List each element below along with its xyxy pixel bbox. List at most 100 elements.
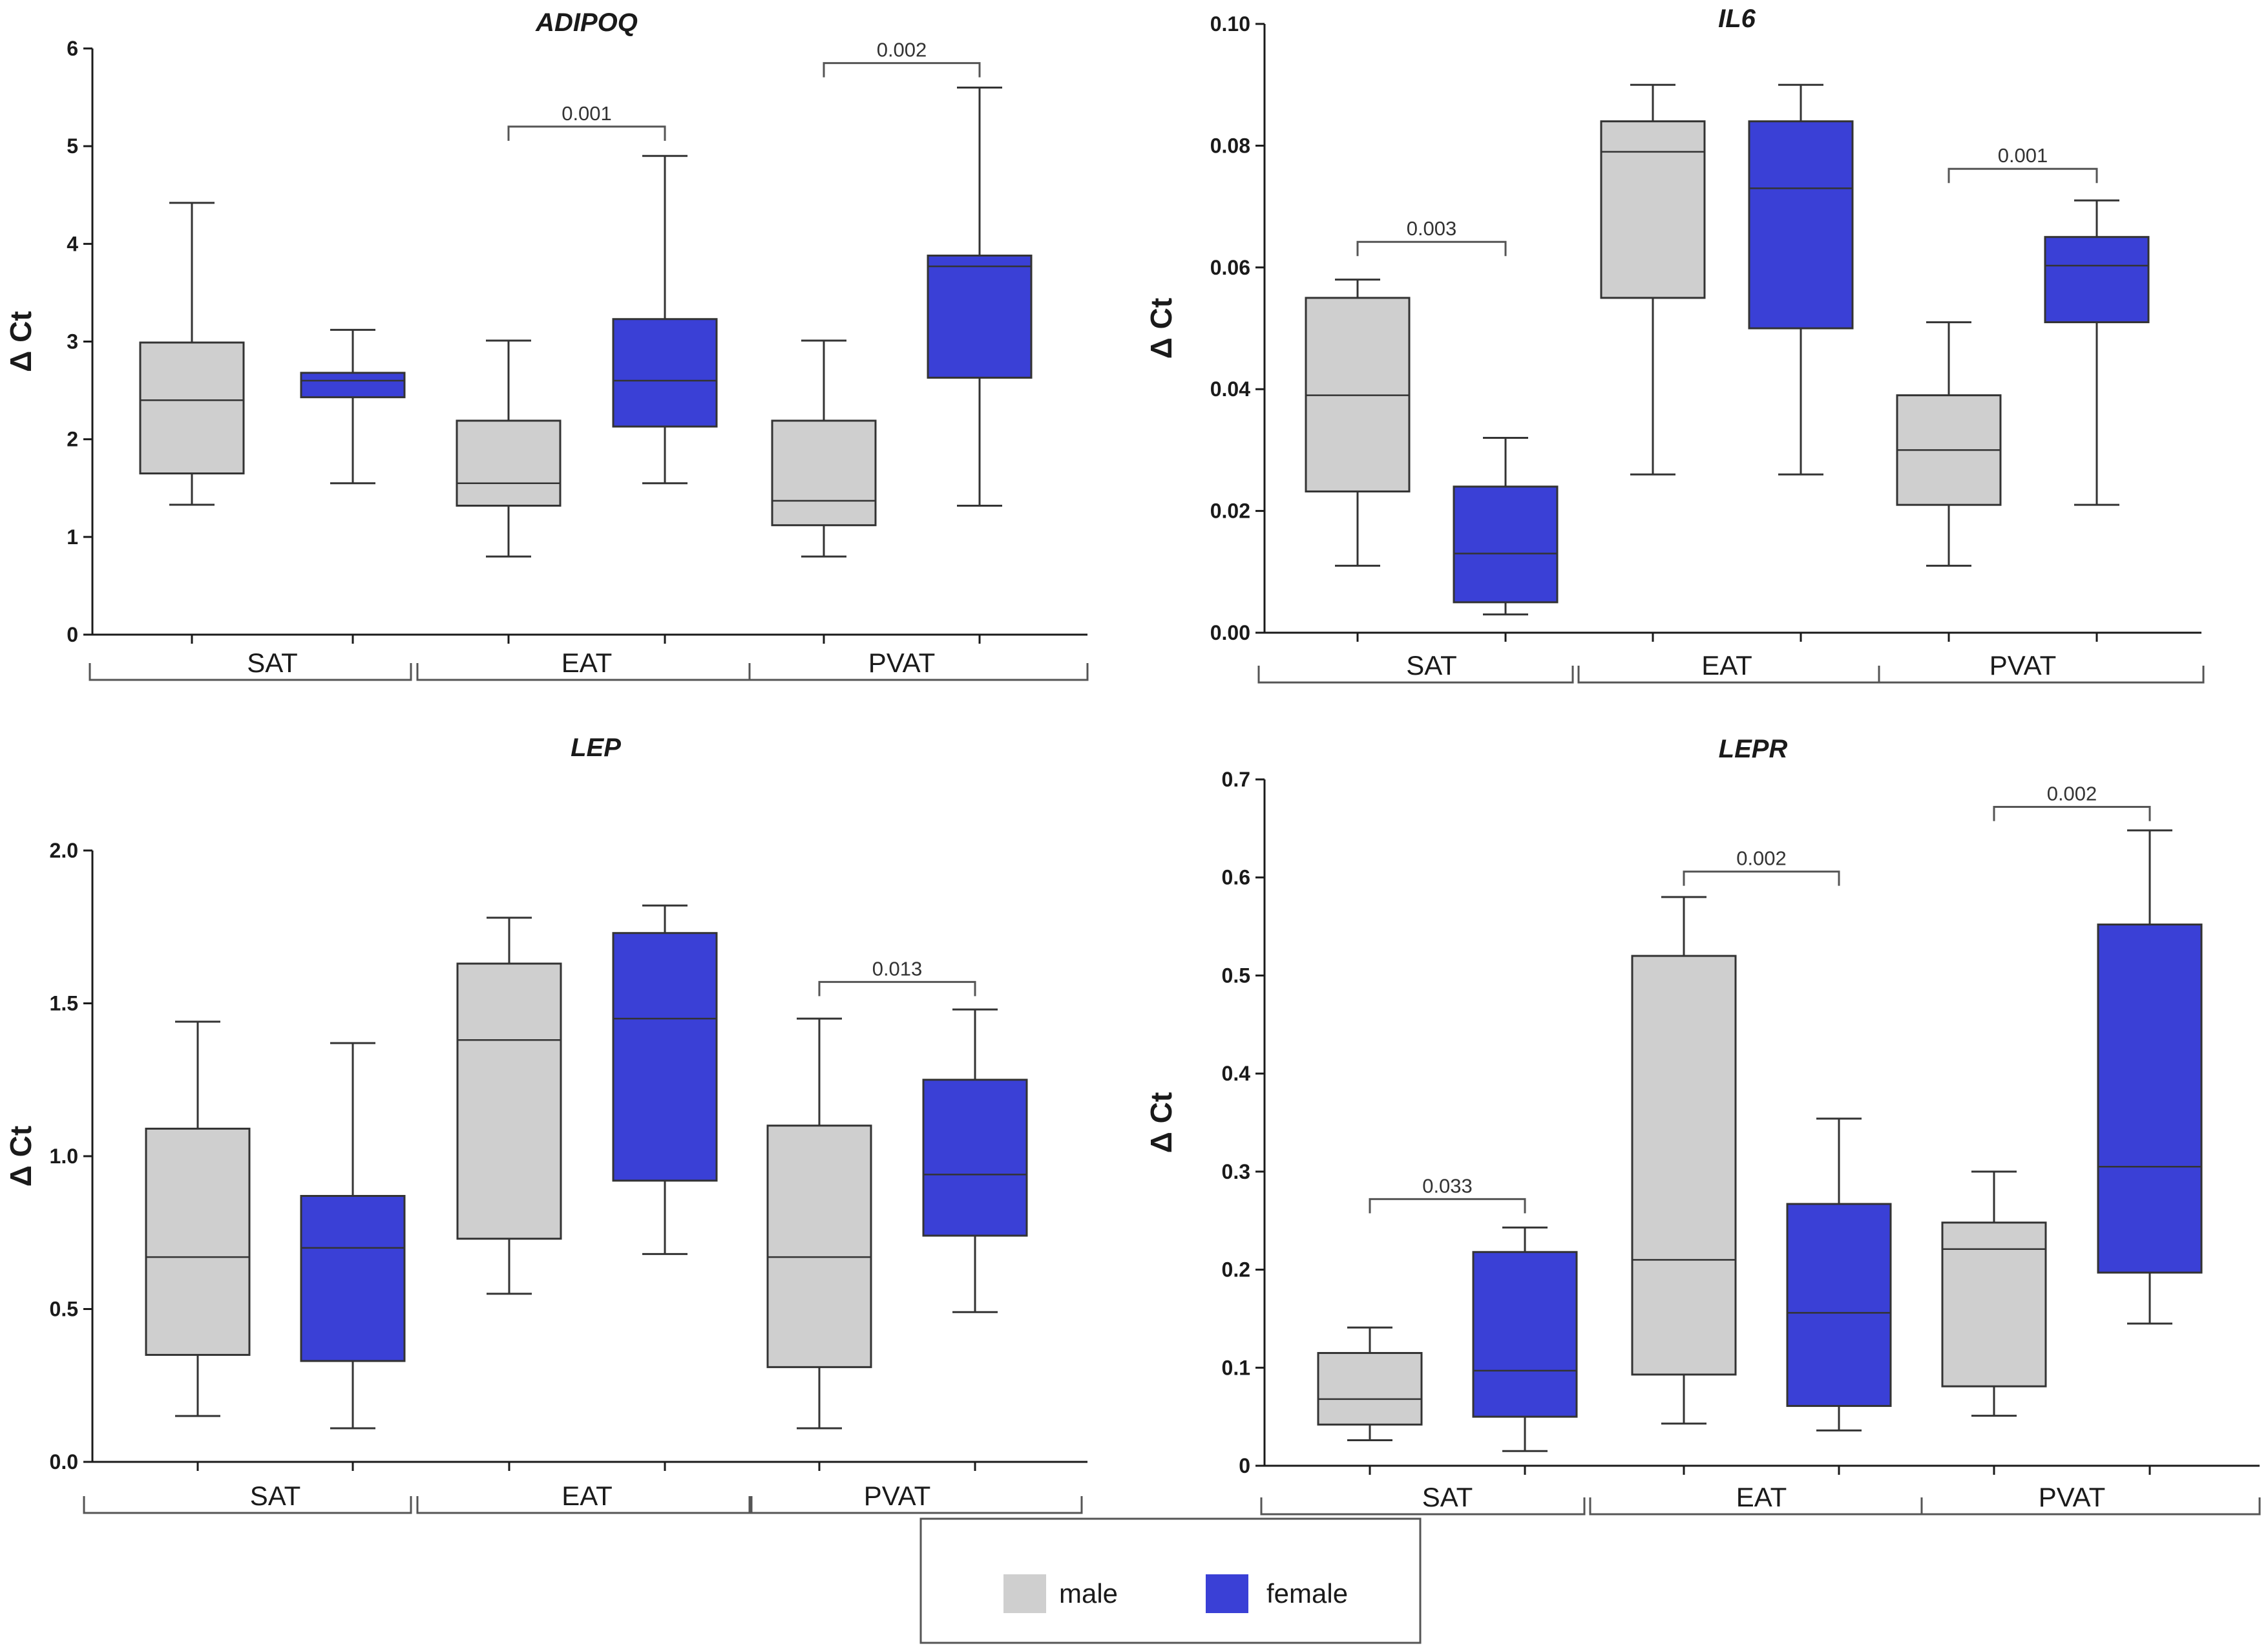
y-tick-label: 0.7 bbox=[1222, 768, 1250, 791]
group-bracket bbox=[1257, 666, 1574, 684]
y-tick-label: 0.5 bbox=[1222, 964, 1250, 987]
group-eat: EAT bbox=[416, 1481, 751, 1514]
chart-panel-lep: LEP Δ Ct 0.0 0.5 1.0 1.5 2.0 0.013 SAT EAT PVAT bbox=[4, 734, 1087, 1514]
legend: male female bbox=[919, 1517, 1422, 1644]
y-tick-label: 0.10 bbox=[1210, 12, 1250, 36]
chart-title: ADIPOQ bbox=[535, 8, 638, 37]
group-label: EAT bbox=[562, 648, 613, 678]
box-male-sat bbox=[1317, 1326, 1423, 1442]
chart-title: LEPR bbox=[1719, 735, 1788, 763]
y-tick-label: 0.2 bbox=[1222, 1258, 1250, 1282]
p-value-label: 0.002 bbox=[2047, 782, 2097, 805]
box-body bbox=[139, 341, 245, 475]
group-pvat: PVAT bbox=[1878, 650, 2205, 684]
y-tick-label: 0 bbox=[67, 623, 78, 646]
box-male-pvat bbox=[1896, 321, 2002, 567]
legend-label: male bbox=[1059, 1578, 1118, 1609]
y-tick-label: 0.06 bbox=[1210, 256, 1250, 279]
box-female-pvat bbox=[927, 86, 1033, 507]
chart-panel-lepr: LEPR Δ Ct 0 0.1 0.2 0.3 0.4 0.5 0.6 0.7 0.033 0.002… bbox=[1144, 735, 2261, 1516]
group-sat: SAT bbox=[1257, 650, 1574, 684]
box-body bbox=[771, 419, 877, 527]
box-female-pvat bbox=[922, 1008, 1028, 1313]
legend-label: female bbox=[1266, 1578, 1348, 1609]
p-value-label: 0.001 bbox=[1998, 144, 2048, 167]
y-tick-label: 1.5 bbox=[50, 992, 78, 1015]
box-body bbox=[1317, 1352, 1423, 1426]
box-body bbox=[2044, 236, 2150, 324]
box-female-eat bbox=[1786, 1117, 1892, 1431]
group-label: PVAT bbox=[2039, 1482, 2105, 1512]
group-eat: EAT bbox=[416, 648, 751, 681]
significance-bracket bbox=[1948, 167, 2098, 184]
significance-bracket bbox=[818, 980, 976, 997]
box-body bbox=[145, 1127, 251, 1356]
y-tick-label: 6 bbox=[67, 37, 78, 60]
group-sat: SAT bbox=[1260, 1482, 1586, 1516]
group-bracket bbox=[83, 1496, 412, 1514]
box-body bbox=[1631, 955, 1737, 1376]
box-body bbox=[612, 318, 718, 428]
box-body bbox=[1941, 1221, 2047, 1388]
box-body bbox=[300, 1194, 406, 1362]
y-tick-label: 1 bbox=[67, 525, 78, 549]
box-body bbox=[2097, 924, 2203, 1274]
significance-eat: 0.002 bbox=[1683, 847, 1840, 886]
group-bracket bbox=[416, 1496, 751, 1514]
significance-pvat: 0.013 bbox=[818, 957, 976, 997]
box-male-pvat bbox=[1941, 1170, 2047, 1417]
significance-bracket bbox=[1993, 805, 2151, 821]
significance-sat: 0.033 bbox=[1369, 1174, 1526, 1214]
box-body bbox=[922, 1079, 1028, 1237]
box-female-sat bbox=[1453, 437, 1559, 616]
y-tick-label: 2 bbox=[67, 428, 78, 451]
box-body bbox=[300, 372, 406, 399]
box-male-sat bbox=[145, 1020, 251, 1417]
box-female-eat bbox=[1748, 83, 1854, 476]
box-body bbox=[1786, 1203, 1892, 1407]
y-tick-label: 0.6 bbox=[1222, 866, 1250, 889]
box-female-sat bbox=[300, 1042, 406, 1430]
group-label: SAT bbox=[1406, 650, 1457, 681]
group-pvat: PVAT bbox=[748, 648, 1089, 681]
significance-sat: 0.003 bbox=[1356, 217, 1507, 257]
y-tick-label: 0 bbox=[1239, 1454, 1250, 1477]
p-value-label: 0.033 bbox=[1422, 1174, 1473, 1197]
group-label: EAT bbox=[1701, 650, 1752, 681]
box-female-eat bbox=[612, 904, 718, 1255]
legend-swatch bbox=[1206, 1574, 1248, 1613]
y-tick-label: 0.1 bbox=[1222, 1356, 1250, 1379]
y-tick-label: 1.0 bbox=[50, 1145, 78, 1168]
chart-title: LEP bbox=[571, 734, 621, 762]
legend-item-male: male bbox=[1003, 1574, 1118, 1613]
p-value-label: 0.002 bbox=[1736, 847, 1787, 870]
significance-bracket bbox=[507, 125, 666, 141]
box-male-sat bbox=[1305, 279, 1411, 567]
y-tick-label: 3 bbox=[67, 330, 78, 354]
box-male-pvat bbox=[771, 339, 877, 558]
group-pvat: PVAT bbox=[1920, 1482, 2261, 1516]
group-label: SAT bbox=[250, 1481, 301, 1511]
box-male-eat bbox=[456, 339, 562, 558]
p-value-label: 0.001 bbox=[562, 102, 612, 125]
group-bracket bbox=[1920, 1497, 2261, 1516]
box-male-sat bbox=[139, 202, 245, 506]
box-female-sat bbox=[1472, 1226, 1578, 1452]
chart-panel-adipoq: ADIPOQ Δ Ct 0 1 2 3 4 5 6 0.001 0.002 SAT EAT PVAT bbox=[4, 8, 1089, 681]
group-sat: SAT bbox=[89, 648, 412, 681]
group-bracket bbox=[89, 663, 412, 681]
significance-pvat: 0.002 bbox=[1993, 782, 2151, 821]
group-label: EAT bbox=[1736, 1482, 1787, 1512]
group-label: SAT bbox=[1422, 1482, 1473, 1512]
box-female-eat bbox=[612, 154, 718, 485]
chart-panel-il6: IL6 Δ Ct 0.00 0.02 0.04 0.06 0.08 0.10 0.003 0.00… bbox=[1144, 5, 2205, 684]
box-male-eat bbox=[1631, 896, 1737, 1425]
y-tick-label: 0.04 bbox=[1210, 377, 1250, 401]
y-tick-label: 0.5 bbox=[50, 1298, 78, 1321]
group-bracket bbox=[1878, 666, 2205, 684]
y-tick-label: 0.4 bbox=[1222, 1062, 1251, 1085]
box-male-eat bbox=[456, 916, 562, 1295]
group-bracket bbox=[748, 663, 1089, 681]
